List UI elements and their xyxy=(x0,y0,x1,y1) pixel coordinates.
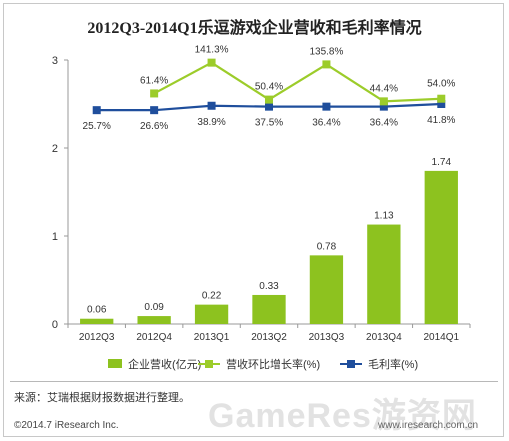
gross-margin-point xyxy=(92,106,101,115)
revenue-bar xyxy=(252,294,286,324)
x-tick-label: 2013Q2 xyxy=(251,332,287,343)
legend-label-growth: 营收环比增长率(%) xyxy=(226,357,320,371)
growth-rate-label: 135.8% xyxy=(309,46,343,57)
legend-swatch-growth-marker xyxy=(205,360,213,368)
revenue-bar-label: 0.09 xyxy=(144,302,164,313)
revenue-bar xyxy=(309,255,344,324)
watermark-url: www.iresearch.com.cn xyxy=(378,420,479,431)
growth-rate-point xyxy=(379,97,388,106)
revenue-bar-label: 0.78 xyxy=(317,241,337,252)
y-tick-label: 0 xyxy=(52,319,58,331)
x-tick-label: 2012Q3 xyxy=(79,332,115,343)
gross-margin-point xyxy=(207,101,216,110)
gross-margin-label: 37.5% xyxy=(255,118,283,129)
growth-rate-label: 44.4% xyxy=(370,83,398,94)
chart-frame xyxy=(3,3,504,437)
revenue-bar-label: 0.22 xyxy=(202,291,222,302)
source-note: 来源：艾瑞根据财报数据进行整理。 xyxy=(14,392,190,404)
growth-rate-label: 50.4% xyxy=(255,82,283,93)
legend-swatch-revenue xyxy=(108,359,122,368)
chart-title: 2012Q3-2014Q1乐逗游戏企业营收和毛利率情况 xyxy=(87,20,422,37)
gross-margin-point xyxy=(265,102,273,111)
gross-margin-point xyxy=(437,100,446,108)
growth-rate-point xyxy=(207,58,216,67)
gross-margin-label: 36.4% xyxy=(370,118,398,129)
revenue-bar-label: 0.06 xyxy=(87,305,107,316)
x-tick-label: 2013Q4 xyxy=(366,332,402,343)
revenue-bar-label: 0.33 xyxy=(259,281,279,292)
revenue-bar xyxy=(194,304,229,324)
x-tick-label: 2013Q3 xyxy=(309,332,345,343)
growth-rate-point xyxy=(265,95,273,104)
gross-margin-label: 25.7% xyxy=(83,121,111,132)
legend-label-revenue: 企业营收(亿元) xyxy=(128,357,201,371)
growth-rate-label: 141.3% xyxy=(195,45,229,56)
revenue-bar-label: 1.74 xyxy=(432,157,452,168)
gross-margin-label: 41.8% xyxy=(427,115,455,126)
growth-rate-line xyxy=(153,61,442,103)
watermark: GameRes游资网 xyxy=(208,397,477,435)
x-tick-label: 2013Q1 xyxy=(194,332,230,343)
growth-rate-point xyxy=(322,60,331,69)
y-tick-label: 2 xyxy=(52,143,58,155)
legend-label-margin: 毛利率(%) xyxy=(368,357,418,371)
y-tick-label: 1 xyxy=(52,231,58,243)
x-tick-label: 2014Q1 xyxy=(423,332,459,343)
copyright: ©2014.7 iResearch Inc. xyxy=(14,420,119,431)
gross-margin-label: 36.4% xyxy=(312,118,340,129)
gross-margin-point xyxy=(150,106,159,115)
revenue-bar xyxy=(137,316,171,324)
gross-margin-point xyxy=(322,102,331,111)
growth-rate-point xyxy=(150,89,159,98)
revenue-bar xyxy=(367,224,401,324)
growth-rate-label: 61.4% xyxy=(140,75,168,86)
legend-swatch-margin-marker xyxy=(347,360,355,368)
gross-margin-point xyxy=(379,102,388,111)
revenue-bar-label: 1.13 xyxy=(374,211,394,222)
footer-divider xyxy=(10,381,498,382)
y-tick-label: 3 xyxy=(52,55,58,67)
growth-rate-label: 54.0% xyxy=(427,79,455,90)
growth-rate-point xyxy=(437,94,446,103)
revenue-bar xyxy=(80,318,114,324)
gross-margin-label: 26.6% xyxy=(140,121,168,132)
gross-margin-label: 38.9% xyxy=(197,117,225,128)
x-tick-label: 2012Q4 xyxy=(136,332,172,343)
revenue-bar xyxy=(424,170,458,324)
